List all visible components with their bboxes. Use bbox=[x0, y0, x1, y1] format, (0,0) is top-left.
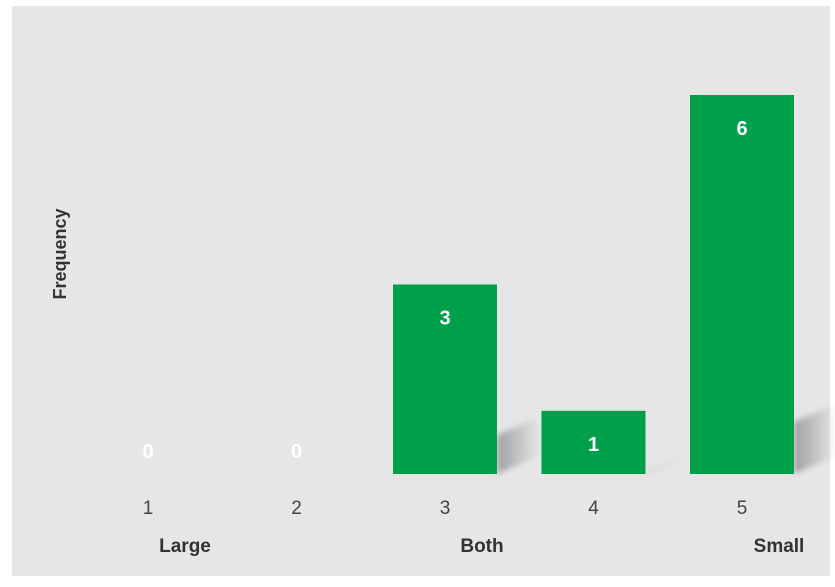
bar-shadow-4 bbox=[645, 455, 688, 474]
y-axis-title: Frequency bbox=[50, 208, 70, 299]
data-label-3: 3 bbox=[439, 308, 450, 330]
category-group-label-small: Small bbox=[754, 536, 805, 557]
x-tick-label-4: 4 bbox=[588, 498, 599, 519]
bar-5 bbox=[690, 95, 794, 474]
x-tick-label-3: 3 bbox=[440, 498, 451, 519]
data-label-2: 0 bbox=[291, 441, 302, 463]
category-group-label-large: Large bbox=[159, 536, 211, 557]
bar-3 bbox=[393, 284, 497, 474]
x-tick-label-5: 5 bbox=[737, 498, 748, 519]
category-group-label-both: Both bbox=[460, 536, 503, 557]
bar-shadow-3 bbox=[497, 417, 539, 474]
x-tick-labels: 1 2 3 4 5 bbox=[143, 498, 748, 519]
bars bbox=[393, 95, 794, 474]
bar-shadow-5 bbox=[794, 404, 835, 474]
data-label-1: 0 bbox=[142, 441, 153, 463]
x-tick-label-1: 1 bbox=[143, 498, 154, 519]
data-label-4: 1 bbox=[588, 434, 599, 456]
data-label-5: 6 bbox=[736, 118, 747, 140]
x-tick-label-2: 2 bbox=[291, 498, 302, 519]
bar-shadows bbox=[497, 404, 835, 474]
bar-4 bbox=[541, 410, 646, 474]
data-labels: 0 0 3 1 6 bbox=[142, 118, 747, 463]
category-group-labels: Large Both Small bbox=[159, 536, 804, 557]
